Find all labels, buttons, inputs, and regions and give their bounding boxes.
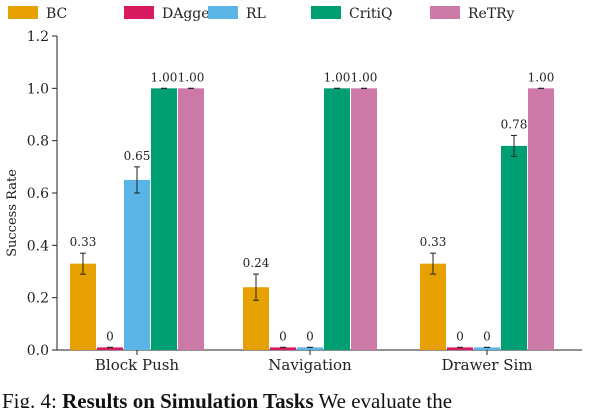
- bar-dagger-block-push: [97, 347, 123, 350]
- axes: 0.0 0.2 0.4 0.6 0.8 1.0 1.2 Success Rate Block P…: [5, 29, 582, 374]
- bar-retry-drawer-sim: [528, 88, 554, 350]
- data-label: 0.24: [243, 256, 270, 270]
- caption-prefix: Fig. 4:: [2, 389, 63, 408]
- data-label: 1.00: [351, 70, 378, 84]
- figure-caption: Fig. 4: Results on Simulation Tasks We e…: [2, 388, 594, 408]
- y-tick-label: 0.2: [27, 291, 49, 307]
- data-label: 0: [279, 329, 287, 343]
- bar-critiq-drawer-sim: [501, 145, 527, 350]
- legend-swatch: [8, 6, 38, 19]
- data-label: 1.00: [324, 70, 351, 84]
- bar-rl-drawer-sim: [474, 347, 500, 350]
- legend-swatch: [124, 6, 154, 19]
- bar-critiq-navigation: [324, 88, 350, 350]
- bar-bc-block-push: [70, 263, 96, 350]
- x-tick-label: Drawer Sim: [441, 356, 532, 374]
- y-axis-title: Success Rate: [5, 169, 20, 257]
- bar-retry-block-push: [178, 88, 204, 350]
- x-tick-label: Block Push: [95, 356, 180, 374]
- data-label: 1.00: [528, 70, 555, 84]
- caption-rest: We evaluate the: [313, 389, 453, 408]
- legend-swatch: [430, 6, 460, 19]
- y-tick-label: 0.8: [27, 134, 49, 150]
- y-tick-label: 1.2: [27, 29, 49, 45]
- legend-label: DAgger: [162, 6, 217, 22]
- bar-critiq-block-push: [151, 88, 177, 350]
- data-label: 0.65: [124, 149, 151, 163]
- data-label: 0.33: [420, 235, 447, 249]
- bar-dagger-drawer-sim: [447, 347, 473, 350]
- y-tick-label: 1.0: [27, 81, 49, 97]
- data-label: 0: [106, 329, 114, 343]
- bar-bc-drawer-sim: [420, 263, 446, 350]
- data-label: 1.00: [151, 70, 178, 84]
- bar-rl-navigation: [297, 347, 323, 350]
- data-label: 1.00: [178, 70, 205, 84]
- legend-label: BC: [46, 6, 67, 22]
- data-label: 0: [306, 329, 314, 343]
- x-tick-label: Navigation: [268, 356, 352, 374]
- data-label: 0: [483, 329, 491, 343]
- y-tick-label: 0.4: [27, 238, 49, 254]
- bar-dagger-navigation: [270, 347, 296, 350]
- data-label: 0: [456, 329, 464, 343]
- bars: [70, 87, 554, 350]
- legend-label: CritiQ: [349, 6, 392, 22]
- bar-chart: BC DAgger RL CritiQ ReTRy 0.0 0.2 0.4 0.6 0.8 1.0…: [5, 6, 582, 374]
- legend-swatch: [208, 6, 238, 19]
- legend-label: ReTRy: [468, 6, 514, 22]
- bar-retry-navigation: [351, 88, 377, 350]
- legend-label: RL: [246, 6, 266, 22]
- legend: BC DAgger RL CritiQ ReTRy: [8, 6, 514, 22]
- bar-rl-block-push: [124, 179, 150, 350]
- data-label: 0.78: [501, 117, 528, 131]
- legend-swatch: [311, 6, 341, 19]
- caption-bold: Results on Simulation Tasks: [62, 389, 314, 408]
- data-label: 0.33: [70, 235, 97, 249]
- y-tick-label: 0.6: [27, 186, 49, 202]
- y-tick-label: 0.0: [27, 343, 49, 359]
